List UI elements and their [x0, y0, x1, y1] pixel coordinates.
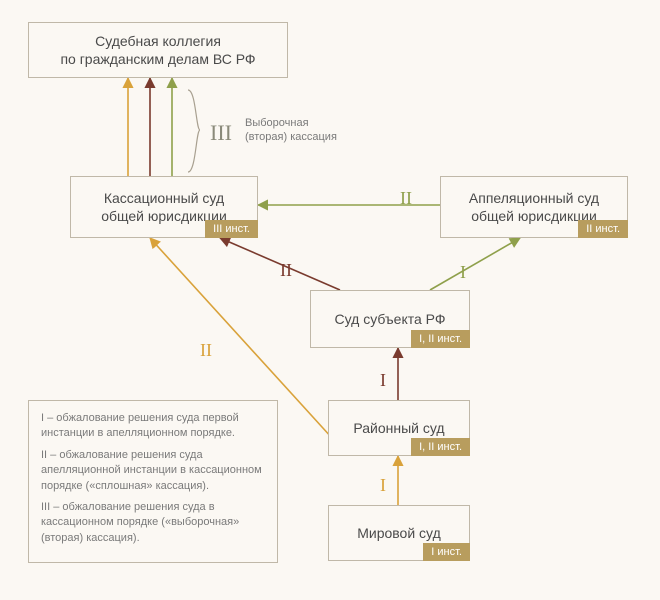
- roman-ii-dist-to-cass: II: [200, 340, 212, 361]
- node-appellate: Аппеляционный суд общей юрисдикции II ин…: [440, 176, 628, 238]
- node-district-line1: Районный суд: [353, 419, 444, 437]
- legend-p2: II – обжалование решения суда апелляцион…: [41, 448, 265, 494]
- node-supreme-line2: по гражданским делам ВС РФ: [60, 50, 255, 68]
- legend-p3: III – обжалование решения суда в кассаци…: [41, 500, 265, 546]
- roman-i-dist-to-subj: I: [380, 370, 386, 391]
- badge-magistrate: I инст.: [423, 543, 470, 561]
- bracket-line2: (вторая) кассация: [245, 130, 337, 144]
- badge-district: I, II инст.: [411, 438, 470, 456]
- node-subject-line1: Суд субъекта РФ: [335, 310, 446, 328]
- bracket-line1: Выборочная: [245, 116, 337, 130]
- node-appellate-line1: Аппеляционный суд: [469, 189, 599, 207]
- node-cassation: Кассационный суд общей юрисдикции III ин…: [70, 176, 258, 238]
- roman-i-mag-to-dist: I: [380, 475, 386, 496]
- legend-box: I – обжалование решения суда первой инст…: [28, 400, 278, 563]
- badge-appellate: II инст.: [578, 220, 628, 238]
- legend-p1: I – обжалование решения суда первой инст…: [41, 411, 265, 442]
- node-magistrate: Мировой суд I инст.: [328, 505, 470, 561]
- badge-subject: I, II инст.: [411, 330, 470, 348]
- node-district: Районный суд I, II инст.: [328, 400, 470, 456]
- roman-i-subj-to-app: I: [460, 262, 466, 283]
- badge-cassation: III инст.: [205, 220, 258, 238]
- node-supreme: Судебная коллегия по гражданским делам В…: [28, 22, 288, 78]
- node-supreme-line1: Судебная коллегия: [95, 32, 221, 50]
- roman-ii-app-to-cass: II: [400, 188, 412, 209]
- node-subject: Суд субъекта РФ I, II инст.: [310, 290, 470, 348]
- roman-iii-top: III: [210, 120, 232, 146]
- node-magistrate-line1: Мировой суд: [357, 524, 441, 542]
- bracket-text: Выборочная (вторая) кассация: [245, 116, 337, 145]
- node-cassation-line1: Кассационный суд: [104, 189, 224, 207]
- roman-ii-subj-to-cass: II: [280, 260, 292, 281]
